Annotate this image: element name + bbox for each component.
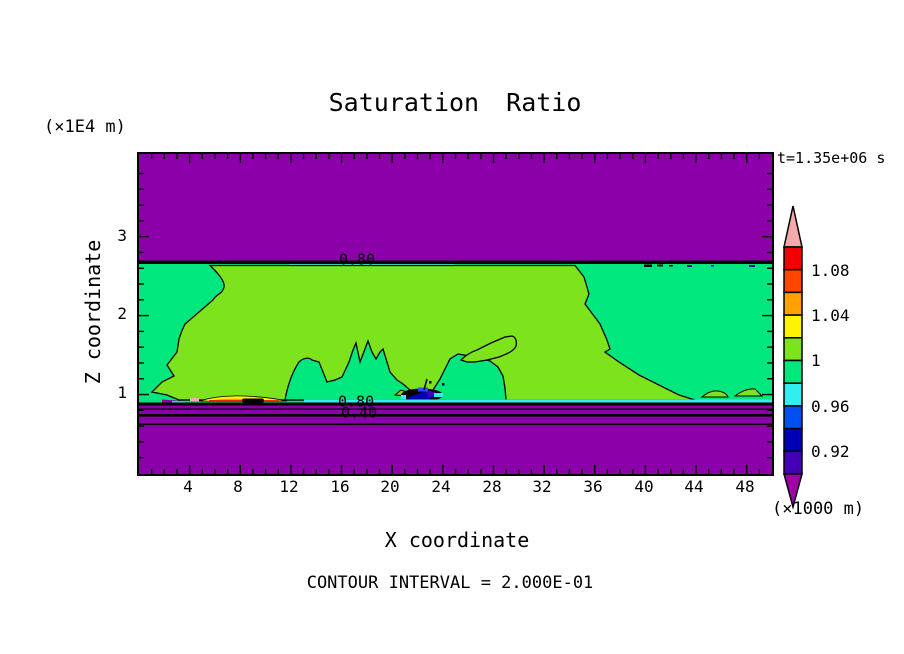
x-tick-label: 28 [482, 477, 502, 496]
colorbar [779, 199, 839, 518]
colorbar-tick-label: 1.04 [811, 306, 850, 325]
y-tick-label: 3 [117, 226, 127, 245]
chart-title: Saturation Ratio [328, 88, 582, 117]
y-tick-label: 1 [117, 383, 127, 402]
contour-label-top: 0.80 [339, 251, 375, 269]
supersaturated-patch [190, 395, 288, 403]
x-tick-label: 12 [279, 477, 299, 496]
x-tick-label: 32 [532, 477, 552, 496]
x-tick-label: 36 [583, 477, 603, 496]
x-tick-label: 48 [735, 477, 755, 496]
x-tick-label: 24 [431, 477, 451, 496]
x-tick-label: 8 [233, 477, 243, 496]
y-axis-unit: (×1E4 m) [44, 117, 126, 137]
x-tick-label: 44 [684, 477, 704, 496]
time-annotation: t=1.35e+06 s [777, 149, 886, 167]
plot-area: 0.80 0.80 0.40 [137, 152, 774, 476]
colorbar-tick-label: 1 [811, 351, 821, 370]
x-axis-label: X coordinate [384, 528, 530, 552]
colorbar-up-arrow [783, 205, 803, 248]
x-axis-unit: (×1000 m) [772, 499, 865, 519]
x-tick-label: 16 [330, 477, 350, 496]
x-tick-label: 20 [380, 477, 400, 496]
contour-label-low: 0.40 [341, 404, 377, 422]
colorbar-tick-label: 0.92 [811, 442, 850, 461]
contour-label-mid: 0.80 [338, 393, 374, 411]
peninsula-region [459, 335, 518, 363]
colorbar-tick-label: 1.08 [811, 261, 850, 280]
contour-field: 0.80 0.80 0.40 [139, 154, 772, 474]
contour-interval-note: CONTOUR INTERVAL = 2.000E-01 [306, 573, 594, 593]
x-tick-label: 40 [634, 477, 654, 496]
colorbar-down-arrow [783, 473, 803, 510]
y-tick-label: 2 [117, 304, 127, 323]
plume-region [150, 264, 696, 401]
splash-feature [393, 378, 445, 402]
bay-region [284, 339, 507, 401]
x-tick-label: 4 [183, 477, 193, 496]
colorbar-tick-label: 0.96 [811, 397, 850, 416]
